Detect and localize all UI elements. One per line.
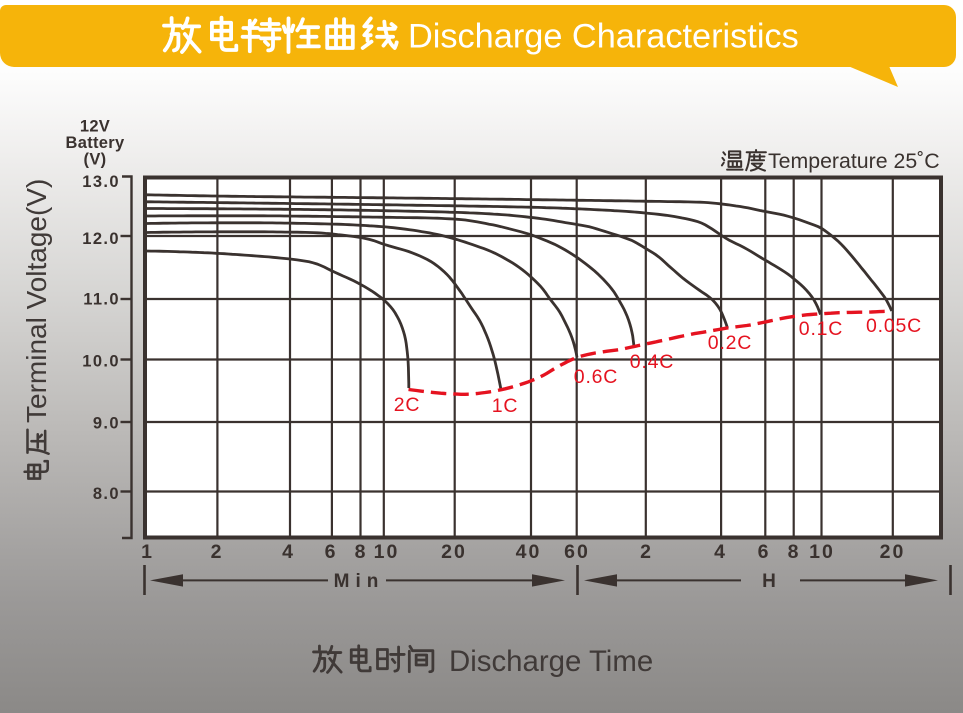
svg-text:2: 2: [640, 541, 653, 563]
svg-text:0.6C: 0.6C: [574, 366, 618, 388]
svg-text:13.0: 13.0: [82, 173, 120, 191]
svg-text:60: 60: [564, 541, 590, 563]
svg-text:40: 40: [516, 541, 542, 563]
svg-text:12.0: 12.0: [82, 230, 120, 248]
svg-text:H: H: [762, 571, 782, 592]
svg-text:Temperature 25˚C: Temperature 25˚C: [768, 149, 940, 173]
svg-text:Discharge Characteristics: Discharge Characteristics: [408, 18, 799, 56]
svg-text:8.0: 8.0: [93, 485, 120, 503]
svg-text:1C: 1C: [492, 395, 519, 417]
svg-text:0.1C: 0.1C: [799, 318, 843, 340]
svg-text:10.0: 10.0: [82, 353, 120, 371]
svg-text:4: 4: [714, 541, 727, 563]
svg-text:Discharge Time: Discharge Time: [449, 645, 653, 678]
svg-text:11.0: 11.0: [83, 291, 120, 309]
svg-text:10: 10: [374, 541, 400, 563]
svg-text:6: 6: [325, 541, 338, 563]
svg-text:2C: 2C: [394, 394, 421, 416]
svg-text:Battery: Battery: [66, 134, 125, 152]
svg-text:1: 1: [141, 541, 154, 563]
svg-text:10: 10: [809, 541, 835, 563]
svg-text:(V): (V): [84, 151, 107, 169]
svg-text:0.2C: 0.2C: [708, 332, 752, 354]
svg-text:8: 8: [355, 541, 368, 563]
svg-text:2: 2: [211, 541, 224, 563]
svg-text:Min: Min: [334, 571, 385, 592]
svg-text:0.05C: 0.05C: [866, 315, 922, 337]
svg-text:4: 4: [282, 541, 295, 563]
svg-text:0.4C: 0.4C: [630, 351, 674, 373]
svg-text:8: 8: [788, 541, 801, 563]
svg-text:6: 6: [758, 541, 771, 563]
svg-text:20: 20: [441, 541, 467, 563]
svg-text:12V: 12V: [80, 118, 110, 136]
svg-text:9.0: 9.0: [93, 415, 120, 433]
svg-text:Terminal Voltage(V): Terminal Voltage(V): [21, 179, 52, 423]
svg-text:20: 20: [880, 541, 906, 563]
